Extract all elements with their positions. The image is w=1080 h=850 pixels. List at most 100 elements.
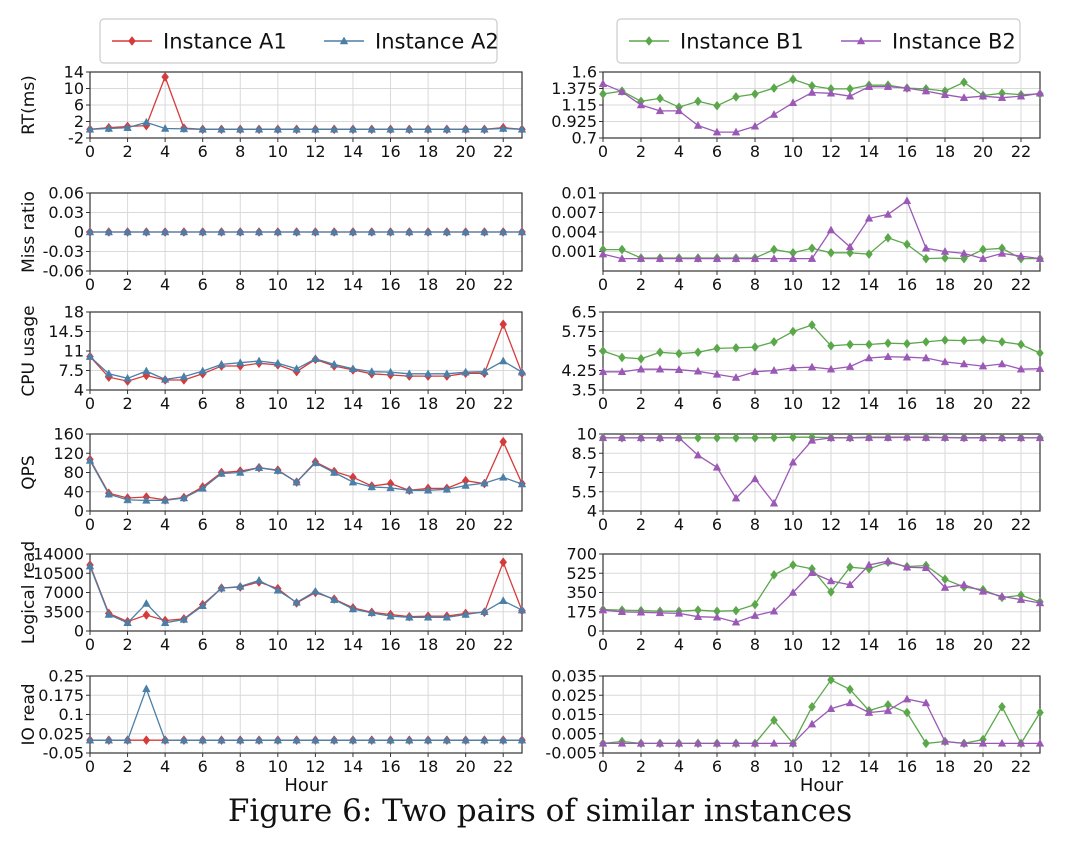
data-point: [903, 239, 911, 250]
data-point: [979, 244, 987, 255]
data-point: [694, 347, 702, 358]
x-tick-label: 4: [160, 635, 170, 654]
data-point: [348, 477, 358, 486]
data-point: [845, 91, 855, 100]
data-point: [655, 254, 665, 262]
data-point: [1035, 364, 1045, 372]
x-tick-label: 18: [418, 394, 438, 413]
data-point: [750, 367, 760, 376]
x-tick-label: 20: [973, 635, 993, 654]
data-point: [386, 483, 395, 492]
data-point: [674, 106, 684, 115]
data-point: [1036, 348, 1044, 358]
x-tick-label: 2: [636, 275, 646, 294]
data-point: [85, 561, 95, 570]
data-point: [903, 707, 911, 718]
data-point: [940, 90, 950, 98]
y-tick-label: 5: [587, 342, 597, 361]
x-tick-label: 22: [493, 275, 513, 294]
x-tick-label: 18: [935, 394, 955, 413]
data-point: [311, 586, 320, 595]
data-point: [712, 254, 722, 262]
legend-entry: Instance A1: [112, 30, 287, 54]
y-tick-label: -0.005: [545, 744, 597, 763]
x-tick-label: 20: [455, 142, 475, 161]
y-tick-label: 4: [74, 381, 84, 400]
data-point: [693, 612, 703, 620]
x-tick-label: 8: [750, 757, 760, 776]
x-tick-label: 12: [305, 757, 325, 776]
x-tick-label: 22: [493, 635, 513, 654]
data-point: [498, 227, 508, 236]
data-point: [599, 346, 607, 356]
data-point: [311, 354, 320, 363]
x-tick-label: 8: [235, 275, 245, 294]
data-point: [498, 596, 508, 604]
x-tick-label: 20: [455, 394, 475, 413]
data-point: [883, 433, 893, 441]
data-point: [123, 373, 132, 382]
data-point: [712, 127, 722, 136]
data-point: [367, 482, 376, 491]
data-point: [386, 367, 395, 376]
x-tick-label: 18: [935, 142, 955, 161]
data-point: [517, 605, 527, 614]
x-tick-label: 10: [268, 757, 288, 776]
data-point: [198, 366, 207, 375]
data-point: [329, 124, 339, 133]
data-point: [864, 433, 874, 441]
x-tick-label: 16: [897, 515, 917, 534]
series-line: [603, 436, 1040, 505]
data-point: [442, 124, 452, 133]
x-tick-label: 18: [418, 142, 438, 161]
data-point: [348, 227, 358, 236]
data-point: [808, 701, 816, 712]
x-tick-label: 6: [198, 275, 208, 294]
series-instance-b1: [599, 320, 1044, 364]
data-point: [940, 433, 950, 441]
data-point: [1016, 91, 1026, 100]
data-point: [959, 248, 969, 257]
data-point: [865, 249, 873, 260]
data-point: [254, 575, 264, 584]
data-point: [826, 225, 836, 234]
data-point: [329, 467, 339, 476]
data-point: [598, 249, 608, 258]
data-point: [959, 738, 969, 747]
data-point: [386, 611, 395, 620]
data-point: [142, 227, 151, 236]
data-point: [846, 247, 854, 258]
data-point: [921, 353, 931, 362]
data-point: [827, 587, 835, 597]
series-line: [89, 440, 523, 501]
y-tick-label: 5.5: [572, 482, 597, 501]
data-point: [273, 358, 283, 367]
data-point: [827, 247, 835, 258]
data-point: [655, 738, 665, 747]
data-point: [864, 213, 874, 222]
y-tick-label: 120: [53, 444, 84, 463]
x-tick-label: 4: [674, 757, 684, 776]
y-tick-label: 7000: [43, 583, 84, 602]
data-point: [978, 738, 988, 747]
y-tick-label: 0.025: [551, 686, 597, 705]
data-point: [978, 91, 988, 100]
data-point: [789, 326, 797, 337]
data-point: [104, 369, 114, 378]
x-tick-label: 16: [897, 635, 917, 654]
x-tick-label: 20: [973, 757, 993, 776]
data-point: [788, 363, 798, 372]
data-point: [517, 367, 527, 376]
data-point: [1016, 433, 1026, 442]
data-point: [655, 433, 665, 442]
data-point: [940, 246, 950, 255]
data-point: [864, 560, 874, 569]
x-tick-label: 12: [821, 515, 841, 534]
data-point: [751, 342, 759, 353]
data-point: [883, 556, 893, 565]
x-tick-label: 14: [859, 394, 879, 413]
legend-label: Instance A1: [163, 30, 287, 54]
